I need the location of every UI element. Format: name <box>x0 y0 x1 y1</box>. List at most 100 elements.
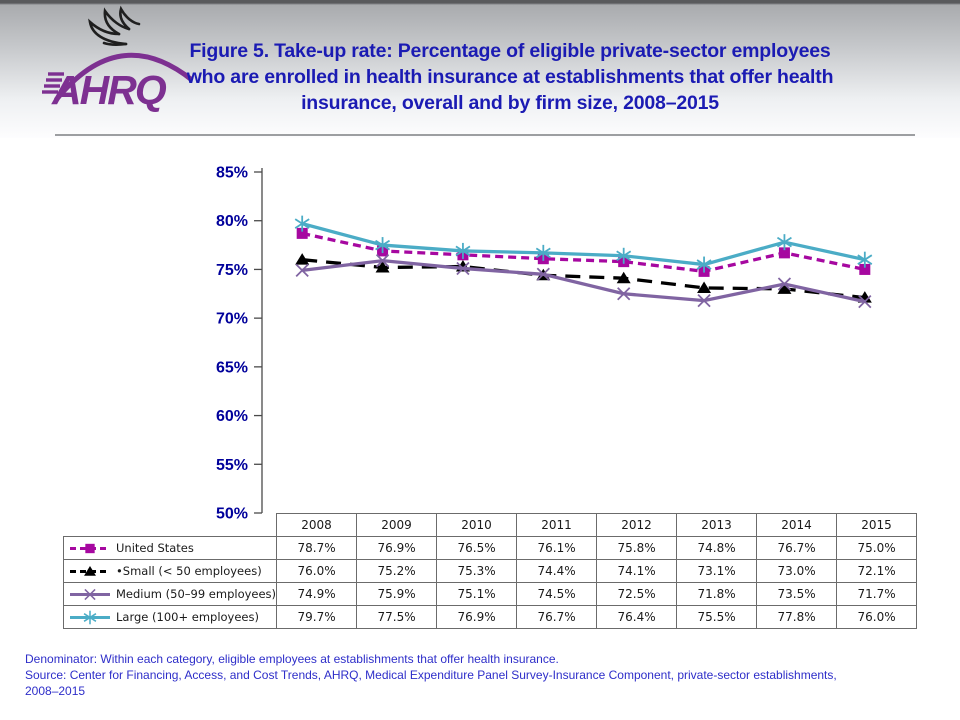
ahrq-wordmark: AHRQ <box>42 52 194 113</box>
legend-label: Medium (50–99 employees) <box>116 587 277 601</box>
series-line-2 <box>301 259 866 304</box>
x-marker <box>295 263 309 278</box>
x-marker <box>697 293 711 308</box>
square-marker <box>296 227 308 239</box>
value-cell-r2-c2: 75.1% <box>436 582 518 606</box>
x-marker <box>617 287 631 301</box>
table-corner-spacer <box>64 514 277 537</box>
figure-title-line-2: who are enrolled in health insurance at … <box>186 66 834 88</box>
value-cell-r2-c3: 74.5% <box>516 582 598 606</box>
source-note-line-1: Source: Center for Financing, Access, an… <box>25 668 837 682</box>
series-line-3 <box>301 222 866 267</box>
value-cell-r1-c3: 74.4% <box>516 559 598 583</box>
square-marker <box>859 263 871 275</box>
legend-line-icon <box>70 588 110 600</box>
value-cell-r3-c4: 76.4% <box>596 605 678 629</box>
source-note-line-2: 2008–2015 <box>25 684 86 698</box>
square-marker <box>778 247 790 259</box>
value-cell-r3-c3: 76.7% <box>516 605 598 629</box>
value-cell-r3-c2: 76.9% <box>436 605 518 629</box>
y-axis-tick-label: 80% <box>216 213 248 230</box>
value-cell-r2-c1: 75.9% <box>356 582 438 606</box>
x-marker <box>456 261 470 276</box>
table-row: •Small (< 50 employees) 76.0% 75.2% 75.3% 74… <box>62 559 918 583</box>
value-cell-r0-c6: 76.7% <box>756 536 838 560</box>
header-banner <box>0 0 960 138</box>
ahrq-logo-text: AHRQ <box>51 67 167 113</box>
value-cell-r2-c4: 72.5% <box>596 582 678 606</box>
legend-cell-2: Medium (50–99 employees) <box>62 582 278 606</box>
column-header-2010: 2010 <box>436 513 518 537</box>
figure-title-line-1: Figure 5. Take-up rate: Percentage of el… <box>189 40 831 62</box>
triangle-marker <box>777 282 792 294</box>
series-line-0 <box>301 231 866 274</box>
table-row: Large (100+ employees) 79.7% 77.5% 76.9% 76.… <box>62 605 918 629</box>
hhs-eagle-icon <box>88 5 141 46</box>
y-axis-tick-label: 75% <box>216 262 248 279</box>
column-header-2012: 2012 <box>596 513 678 537</box>
asterisk-marker <box>294 215 310 232</box>
legend-cell-0: United States <box>62 536 278 560</box>
value-cell-r0-c0: 78.7% <box>276 536 358 560</box>
value-cell-r2-c6: 73.5% <box>756 582 838 606</box>
takeup-rate-line-chart: 85% 80% 75% 70% 65% 60% 55% 50% <box>216 165 873 523</box>
data-table: 2008 2009 2010 2011 2012 2013 2014 2015 United S… <box>62 513 918 629</box>
x-marker <box>375 254 390 268</box>
denominator-note: Denominator: Within each category, eligi… <box>25 652 559 666</box>
value-cell-r2-c5: 71.8% <box>676 582 758 606</box>
triangle-marker <box>295 253 310 265</box>
value-cell-r1-c6: 73.0% <box>756 559 838 583</box>
column-header-2014: 2014 <box>756 513 838 537</box>
asterisk-marker <box>776 234 792 251</box>
figure-title-line-3: insurance, overall and by firm size, 200… <box>301 92 719 114</box>
triangle-marker <box>697 281 712 293</box>
value-cell-r0-c7: 75.0% <box>836 536 918 560</box>
table-header-row: 2008 2009 2010 2011 2012 2013 2014 2015 <box>64 513 918 537</box>
series-line-1 <box>302 258 865 300</box>
x-marker <box>777 277 792 291</box>
legend-line-icon <box>70 543 110 553</box>
ahrq-logo: AHRQ <box>34 4 204 114</box>
value-cell-r3-c6: 77.8% <box>756 605 838 629</box>
value-cell-r0-c3: 76.1% <box>516 536 598 560</box>
asterisk-marker <box>455 242 471 259</box>
value-cell-r0-c2: 76.5% <box>436 536 518 560</box>
y-axis-tick-label: 60% <box>216 408 248 425</box>
legend-label: Large (100+ employees) <box>116 610 259 624</box>
value-cell-r3-c5: 75.5% <box>676 605 758 629</box>
value-cell-r1-c1: 75.2% <box>356 559 438 583</box>
column-header-2013: 2013 <box>676 513 758 537</box>
y-axis-tick-label: 55% <box>216 457 248 474</box>
x-marker <box>536 267 550 281</box>
legend-line-icon <box>70 610 110 624</box>
triangle-marker <box>84 565 96 576</box>
value-cell-r0-c1: 76.9% <box>356 536 438 560</box>
square-marker <box>85 543 95 553</box>
value-cell-r2-c0: 74.9% <box>276 582 358 606</box>
header-divider <box>55 134 915 136</box>
value-cell-r2-c7: 71.7% <box>836 582 918 606</box>
triangle-marker <box>375 260 390 273</box>
value-cell-r1-c7: 72.1% <box>836 559 918 583</box>
value-cell-r3-c0: 79.7% <box>276 605 358 629</box>
value-cell-r3-c7: 76.0% <box>836 605 918 629</box>
table-row: United States 78.7% 76.9% 76.5% 76.1% 75.8% 74… <box>62 536 918 560</box>
value-cell-r0-c4: 75.8% <box>596 536 678 560</box>
legend-label: •Small (< 50 employees) <box>116 564 262 578</box>
triangle-marker <box>616 271 631 284</box>
y-axis-tick-label: 70% <box>216 311 248 328</box>
asterisk-marker <box>696 256 712 273</box>
value-cell-r1-c0: 76.0% <box>276 559 358 583</box>
legend-cell-3: Large (100+ employees) <box>62 605 278 629</box>
legend-line-icon <box>70 565 110 576</box>
value-cell-r1-c2: 75.3% <box>436 559 518 583</box>
table-row: Medium (50–99 employees) 74.9% 75.9% 75.1% 7… <box>62 582 918 606</box>
column-header-2011: 2011 <box>516 513 598 537</box>
y-axis-tick-label: 65% <box>216 359 248 376</box>
column-header-2009: 2009 <box>356 513 438 537</box>
figure-title: Figure 5. Take-up rate: Percentage of el… <box>150 38 870 116</box>
x-marker <box>858 294 872 309</box>
value-cell-r3-c1: 77.5% <box>356 605 438 629</box>
asterisk-marker <box>83 610 97 624</box>
